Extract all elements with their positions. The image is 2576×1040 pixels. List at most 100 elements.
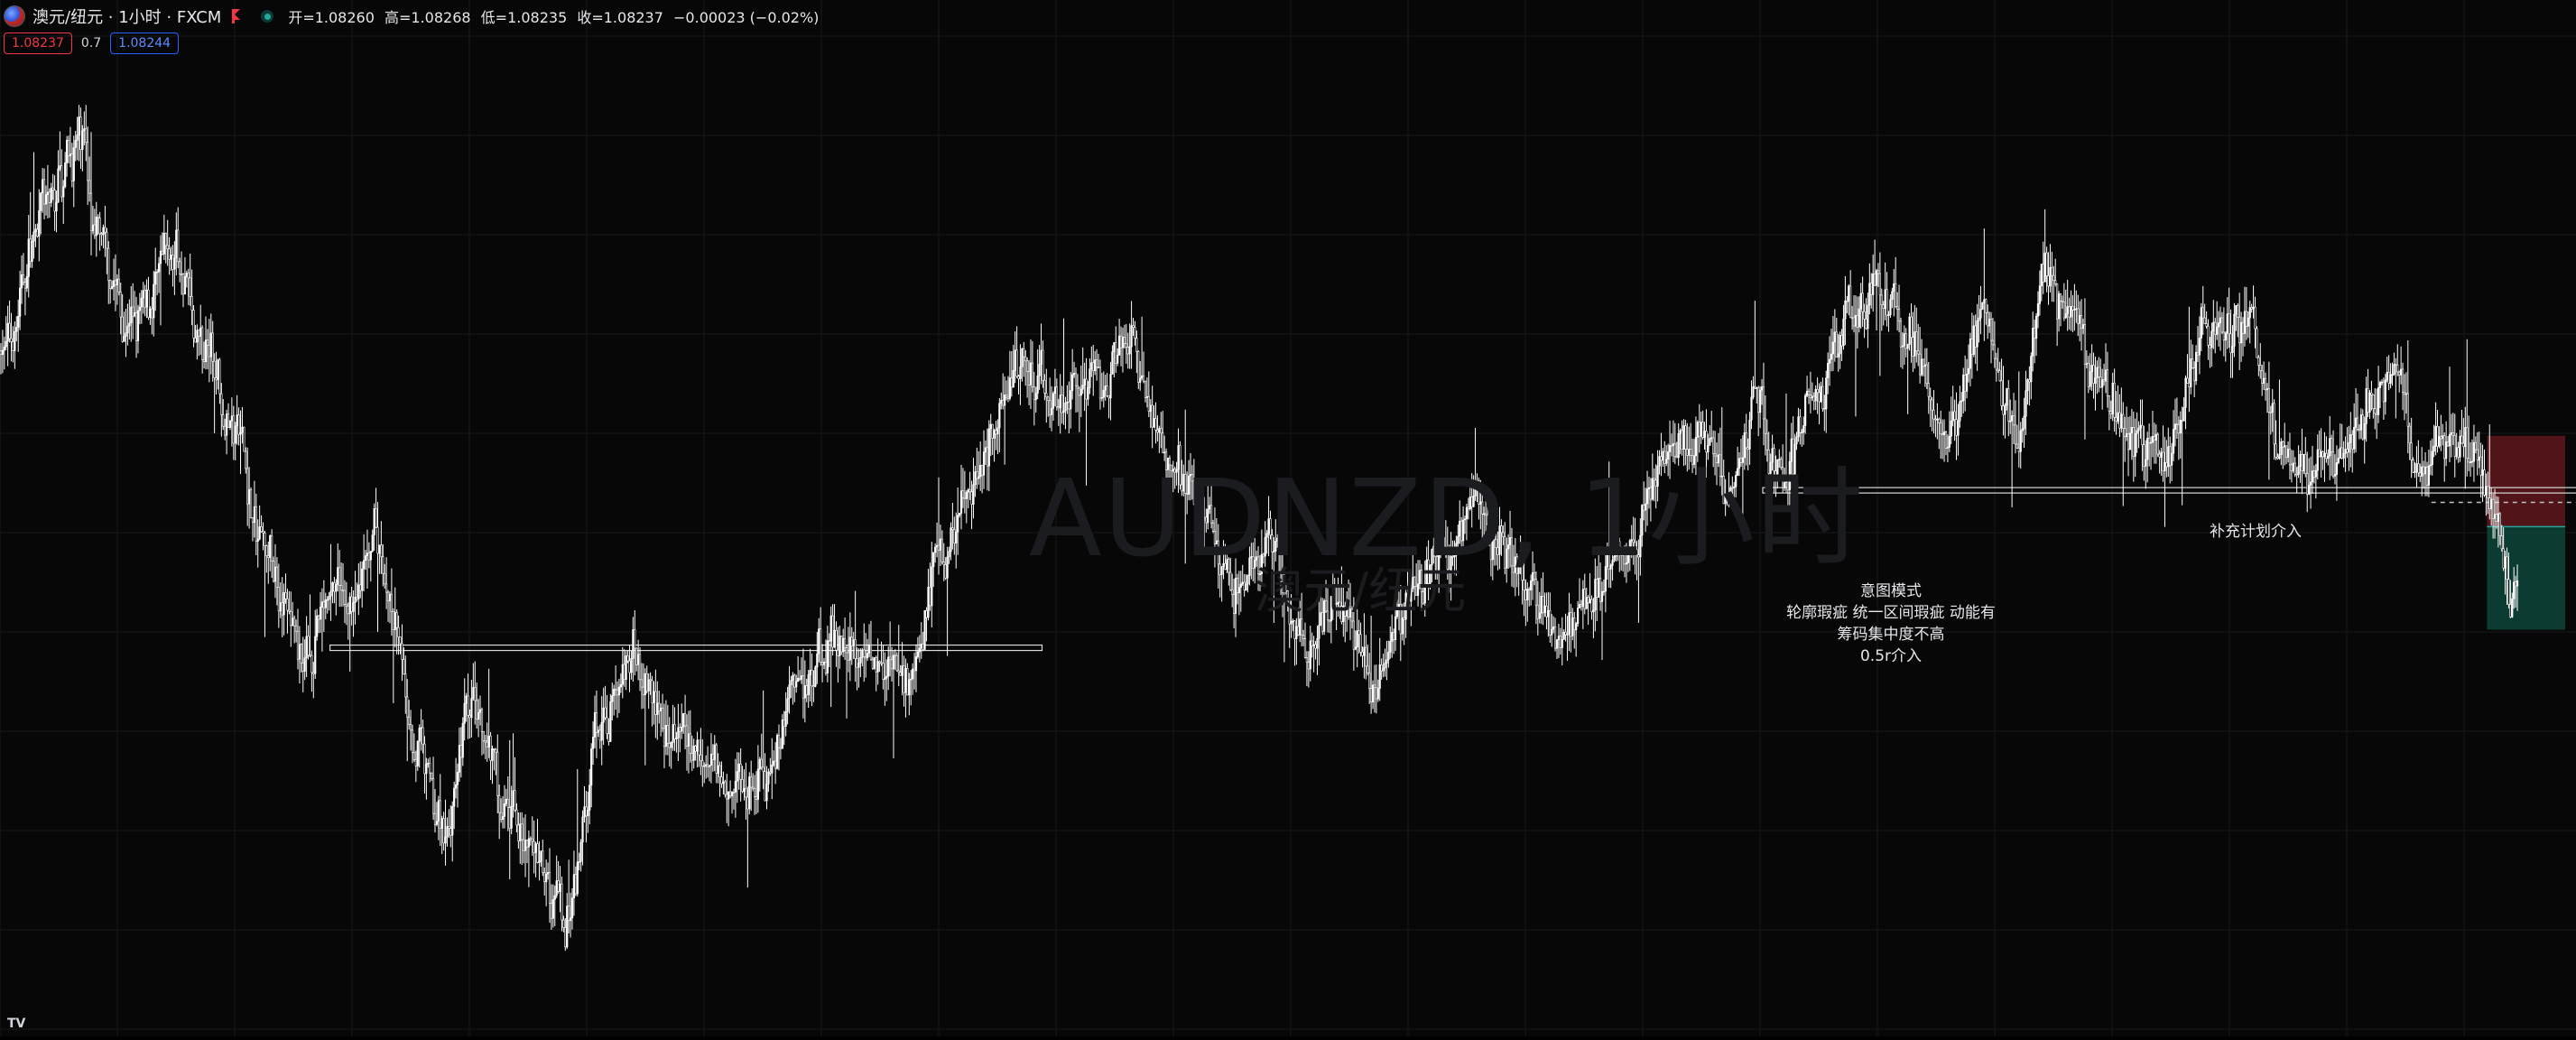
candle xyxy=(1448,544,1450,593)
candle-body xyxy=(486,741,488,748)
candle-body xyxy=(1194,503,1197,523)
sell-price-button[interactable]: 1.08237 xyxy=(4,32,72,54)
candle-body xyxy=(1771,448,1774,463)
candle xyxy=(1523,553,1525,617)
candle-body xyxy=(42,179,44,194)
candle-body xyxy=(1728,492,1730,497)
candle-body xyxy=(1604,566,1607,592)
candle xyxy=(157,256,161,293)
candle xyxy=(1681,420,1683,456)
candle-body xyxy=(758,758,761,770)
market-status-icon[interactable] xyxy=(261,10,274,23)
position-tool[interactable] xyxy=(2487,435,2565,630)
candle-body xyxy=(1478,480,1480,505)
candle xyxy=(2056,283,2059,347)
candle-body xyxy=(2243,311,2247,334)
candle-body xyxy=(1115,342,1117,364)
candle-body xyxy=(555,880,558,896)
candle xyxy=(642,663,644,709)
candle-body xyxy=(1870,283,1873,295)
candle xyxy=(1887,311,1890,332)
candle xyxy=(701,738,704,787)
candle-body xyxy=(350,596,353,612)
candle-body xyxy=(2019,430,2022,452)
candle-body xyxy=(2196,351,2200,356)
candle-body xyxy=(316,615,319,637)
candle-body xyxy=(12,340,14,351)
candle xyxy=(1274,519,1277,562)
entry-annotation[interactable]: 补充计划介入 xyxy=(2210,523,2302,541)
candle-body xyxy=(100,233,103,236)
candle xyxy=(1441,515,1444,542)
candle-body xyxy=(1344,605,1347,617)
candle xyxy=(595,690,598,758)
candle-body xyxy=(1506,548,1508,569)
candle xyxy=(2169,436,2172,484)
candle-body xyxy=(1784,480,1788,483)
candle xyxy=(1196,504,1199,551)
candle xyxy=(529,836,532,846)
candle xyxy=(42,168,46,219)
candle-body xyxy=(1160,428,1163,434)
candle xyxy=(1874,239,1876,286)
candle-body xyxy=(1118,335,1121,356)
flag-icon[interactable] xyxy=(232,9,245,23)
candle-body xyxy=(83,128,86,132)
candle-body xyxy=(903,665,905,693)
candle-body xyxy=(142,290,144,299)
candle xyxy=(1846,295,1849,314)
candle xyxy=(2285,445,2288,465)
candle-body xyxy=(2442,435,2444,440)
candle-body xyxy=(1707,445,1710,453)
candle xyxy=(1239,571,1242,612)
candle-body xyxy=(2448,434,2451,447)
candle-body xyxy=(788,684,791,700)
candle xyxy=(1649,478,1652,522)
candle-body xyxy=(2331,451,2335,477)
candle xyxy=(661,693,664,732)
candle-body xyxy=(833,629,836,648)
candle-body xyxy=(1234,578,1237,614)
candle xyxy=(892,650,895,758)
candle-body xyxy=(1036,375,1039,394)
candle xyxy=(903,655,905,707)
candle xyxy=(228,420,232,431)
symbol-title[interactable]: 澳元/纽元 · 1小时 · FXCM xyxy=(32,8,222,27)
candle xyxy=(1328,619,1331,634)
candle-body xyxy=(897,670,900,673)
candle-body xyxy=(2282,441,2284,448)
candle-body xyxy=(1651,478,1654,500)
candle xyxy=(1816,377,1819,414)
candle-body xyxy=(1243,581,1246,591)
candle xyxy=(1173,466,1176,489)
candle xyxy=(46,164,50,218)
candle xyxy=(1187,460,1191,501)
candle xyxy=(857,648,860,688)
candle-body xyxy=(756,768,759,800)
candle xyxy=(1273,537,1275,623)
candle xyxy=(119,283,122,335)
horizontal-levels[interactable] xyxy=(329,487,2576,652)
candle xyxy=(211,320,214,382)
candle xyxy=(2515,575,2517,608)
candle xyxy=(2448,367,2451,463)
candle xyxy=(961,468,965,508)
analysis-note[interactable]: 意图模式 轮廓瑕疵 统一区间瑕疵 动能有 筹码集中度不高 0.5r介入 xyxy=(1769,580,2013,667)
candle xyxy=(777,724,781,771)
candle xyxy=(1622,547,1625,571)
candle-body xyxy=(1795,436,1798,445)
tradingview-logo[interactable]: TV xyxy=(7,1017,26,1031)
candle xyxy=(2043,209,2046,283)
candle xyxy=(1938,417,1941,450)
candle-body xyxy=(20,274,23,289)
candle-body xyxy=(2431,450,2433,466)
candle xyxy=(55,190,58,233)
candle-body xyxy=(942,562,945,565)
candle-body xyxy=(2017,447,2020,452)
candle xyxy=(703,762,706,784)
candle-body xyxy=(1420,570,1423,592)
buy-price-button[interactable]: 1.08244 xyxy=(110,32,180,54)
candle xyxy=(508,739,511,879)
